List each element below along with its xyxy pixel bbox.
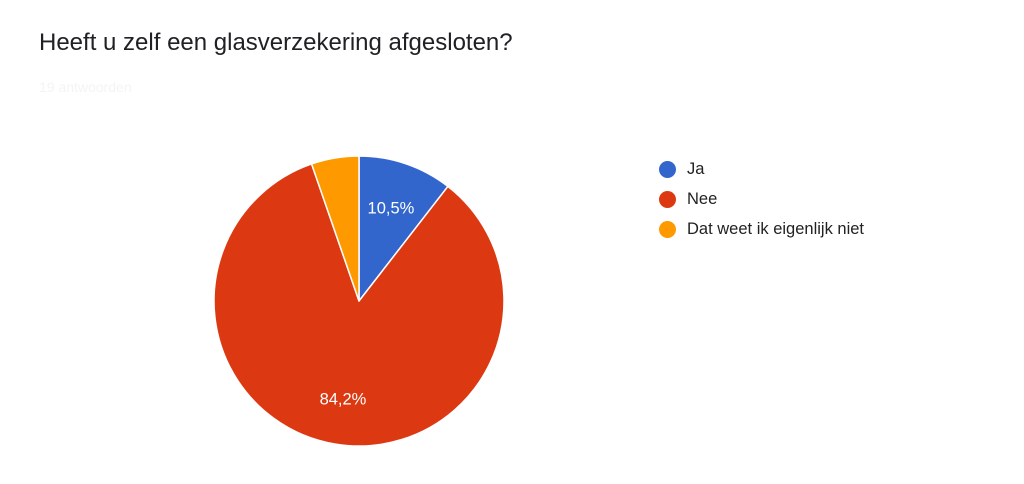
legend-swatch-icon bbox=[659, 160, 676, 178]
response-count: 19 antwoorden bbox=[39, 79, 132, 95]
pie-slice-ja[interactable] bbox=[358, 155, 449, 302]
pie-slice-label-nee: 84,2% bbox=[320, 390, 367, 408]
pie-slice-dat-weet-ik-eigenlijk-niet[interactable] bbox=[310, 155, 360, 302]
legend-item-ja[interactable]: Ja bbox=[659, 154, 864, 184]
pie-slice-label-ja: 10,5% bbox=[368, 200, 415, 218]
legend-swatch-icon bbox=[659, 220, 676, 238]
pie-slice-nee[interactable] bbox=[213, 163, 505, 447]
legend-label: Ja bbox=[687, 159, 705, 178]
chart-legend: Ja Nee Dat weet ik eigenlijk niet bbox=[659, 154, 864, 244]
legend-label: Nee bbox=[687, 189, 718, 208]
chart-title: Heeft u zelf een glasverzekering afgeslo… bbox=[39, 29, 513, 56]
legend-label: Dat weet ik eigenlijk niet bbox=[687, 219, 865, 238]
legend-swatch-icon bbox=[659, 190, 676, 208]
legend-item-nee[interactable]: Nee bbox=[659, 184, 864, 214]
legend-item-dat-weet-ik-eigenlijk-niet[interactable]: Dat weet ik eigenlijk niet bbox=[659, 214, 864, 244]
